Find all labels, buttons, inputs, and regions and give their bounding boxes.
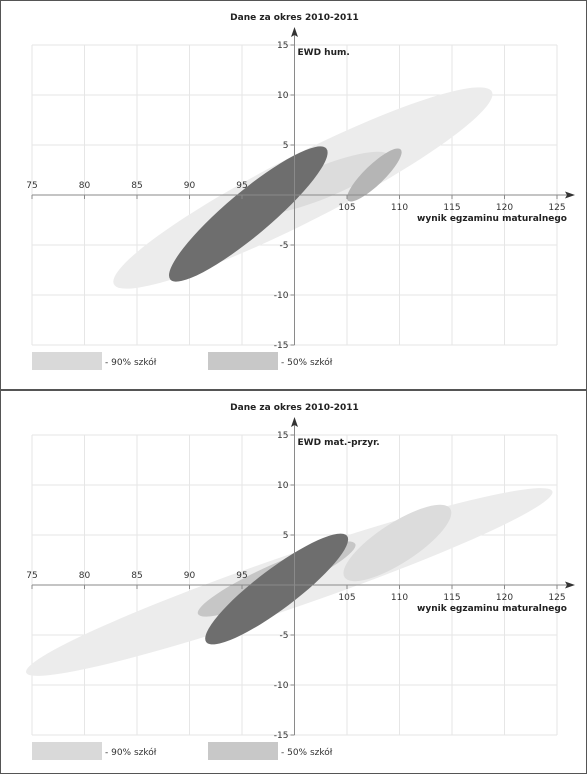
legend-label-2: - 50% szkół [281,747,333,758]
x-axis-arrow-icon [565,581,575,589]
x-tick-label: 115 [443,203,460,213]
x-tick-label: 85 [131,571,142,581]
legend-label-1: - 90% szkół [105,747,157,758]
x-axis-arrow-icon [565,191,575,199]
y-tick-label: 10 [277,481,289,491]
x-tick-label: 80 [79,181,91,191]
y-tick-label: 10 [277,91,289,101]
data-ellipse-3 [346,148,402,202]
x-tick-label: 110 [391,203,408,213]
x-tick-label: 85 [131,181,142,191]
legend-label-2: - 50% szkół [281,357,333,368]
x-axis-label: wynik egzaminu maturalnego [417,214,567,224]
chart-title: Dane za okres 2010-2011 [230,403,359,413]
y-tick-label: 15 [277,431,288,441]
x-tick-label: 95 [236,571,247,581]
y-tick-label: -5 [280,241,289,251]
y-tick-label: -5 [280,631,289,641]
x-tick-label: 80 [79,571,91,581]
legend-swatch-1 [32,352,102,370]
series-label: EWD mat.-przyr. [298,438,380,448]
legend-swatch-1 [32,742,102,760]
data-ellipse-2 [343,504,452,582]
y-axis-arrow-icon [291,417,298,427]
y-tick-label: 5 [283,531,289,541]
x-tick-label: 125 [548,593,565,603]
x-tick-label: 120 [496,593,513,603]
x-tick-label: 105 [338,593,355,603]
chart-title: Dane za okres 2010-2011 [230,13,359,23]
x-tick-label: 90 [184,571,196,581]
x-tick-label: 75 [26,571,37,581]
y-tick-label: 5 [283,141,289,151]
y-tick-label: -10 [274,681,289,691]
y-axis-arrow-icon [291,27,298,37]
x-tick-label: 125 [548,203,565,213]
x-tick-label: 95 [236,181,247,191]
x-tick-label: 110 [391,593,408,603]
data-ellipse-4 [169,146,328,282]
legend-label-1: - 90% szkół [105,357,157,368]
x-tick-label: 90 [184,181,196,191]
legend-swatch-2 [208,352,278,370]
y-tick-label: -15 [274,341,289,351]
data-ellipse-4 [205,533,349,645]
x-tick-label: 75 [26,181,37,191]
x-tick-label: 120 [496,203,513,213]
legend-swatch-2 [208,742,278,760]
x-tick-label: 105 [338,203,355,213]
x-axis-label: wynik egzaminu maturalnego [417,604,567,614]
y-tick-label: 15 [277,41,288,51]
y-tick-label: -10 [274,291,289,301]
series-label: EWD hum. [298,48,350,58]
y-tick-label: -15 [274,731,289,741]
x-tick-label: 115 [443,593,460,603]
